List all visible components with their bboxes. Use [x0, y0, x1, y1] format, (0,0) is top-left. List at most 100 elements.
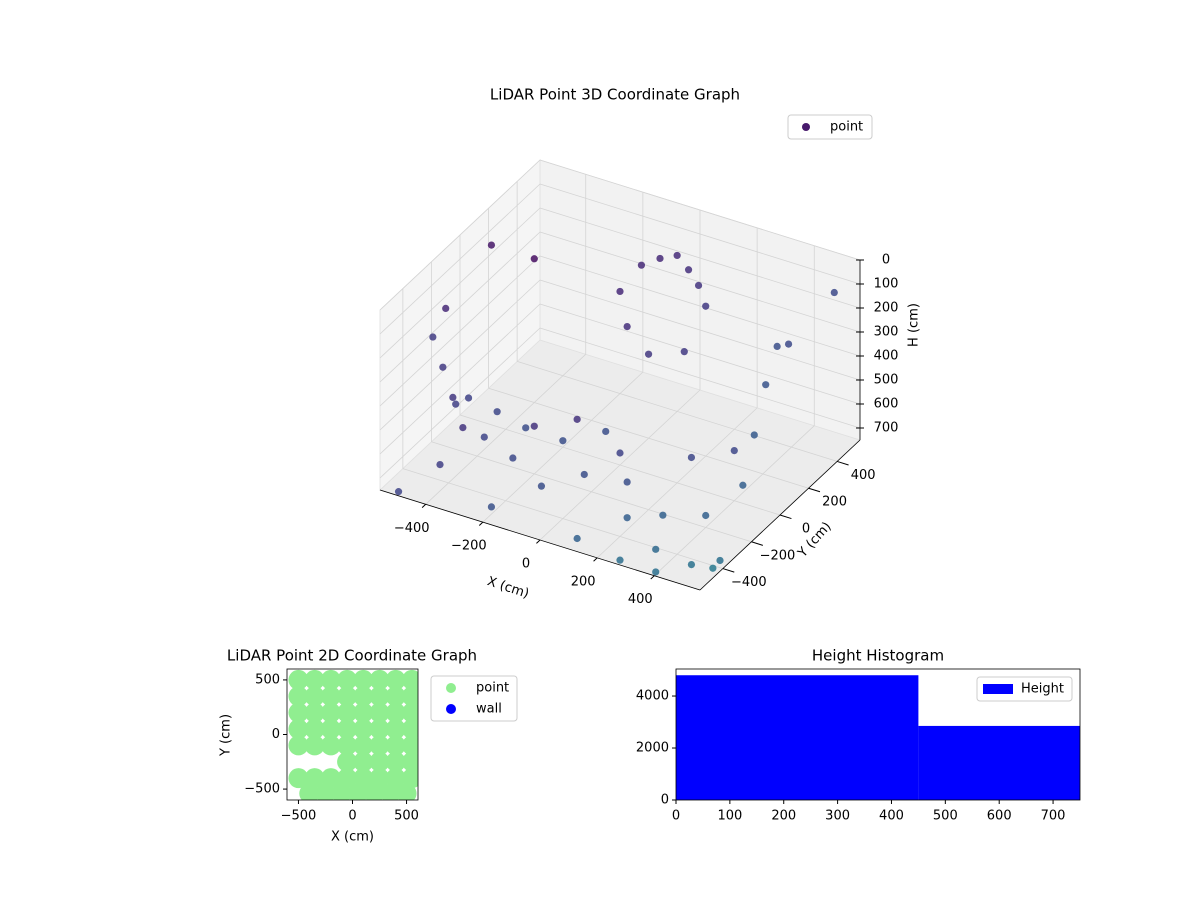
- y-tick-label: 0: [802, 522, 810, 537]
- x-tick-label: −500: [281, 809, 317, 824]
- grid-line: [379, 279, 541, 431]
- data-point: [401, 751, 418, 772]
- y-tick-label: −400: [731, 575, 767, 590]
- data-point: [449, 393, 457, 402]
- data-point: [369, 702, 390, 723]
- x-tick-label: 0: [522, 557, 530, 572]
- z-tick-label: 600: [874, 397, 899, 412]
- legend-label: Height: [1021, 682, 1064, 697]
- x-tick-label: 700: [1041, 809, 1066, 824]
- data-point: [464, 394, 473, 402]
- x-axis-label: X (cm): [331, 830, 374, 845]
- grid-line: [488, 387, 809, 489]
- data-point: [353, 719, 374, 740]
- grid-line: [517, 361, 838, 462]
- axes-frame: [675, 668, 1081, 801]
- grid-line: [379, 207, 541, 359]
- data-point: [320, 686, 341, 707]
- data-point: [773, 342, 781, 350]
- data-point: [623, 322, 631, 331]
- data-point: [304, 686, 325, 707]
- data-point: [439, 363, 447, 371]
- data-point: [369, 768, 390, 789]
- data-point: [644, 350, 653, 358]
- data-point: [680, 348, 688, 356]
- data-point: [320, 669, 341, 690]
- grid-line: [379, 159, 541, 311]
- data-point: [401, 669, 418, 690]
- data-point: [684, 266, 693, 274]
- y-tick-label: 500: [255, 672, 280, 687]
- data-point: [320, 735, 341, 756]
- data-point: [401, 768, 418, 789]
- x-tick-label: 200: [571, 574, 596, 589]
- data-point: [299, 783, 320, 800]
- data-point: [459, 424, 467, 432]
- y-tick-label: −500: [244, 782, 280, 797]
- data-point: [369, 669, 390, 690]
- tick-mark: [836, 460, 849, 466]
- grid-line: [459, 414, 781, 516]
- x-tick-label: 500: [933, 809, 958, 824]
- data-point: [716, 556, 724, 565]
- data-point: [694, 281, 703, 290]
- data-point: [320, 719, 341, 740]
- data-point: [337, 702, 358, 723]
- data-point: [385, 735, 406, 756]
- data-point: [429, 333, 437, 341]
- tick-mark: [722, 568, 735, 573]
- data-point: [480, 433, 488, 441]
- data-point: [304, 719, 325, 740]
- x-tick-label: −200: [451, 539, 487, 554]
- tick-mark: [779, 514, 792, 520]
- data-point: [369, 735, 390, 756]
- data-point: [385, 768, 406, 789]
- data-point: [315, 783, 336, 800]
- tick-mark: [808, 487, 821, 493]
- z-tick-label: 300: [874, 325, 899, 340]
- y-axis-label: Y (cm): [219, 714, 234, 757]
- data-point: [304, 768, 325, 789]
- data-point: [580, 470, 588, 479]
- y-tick-label: 4000: [636, 689, 669, 704]
- data-point: [401, 719, 418, 740]
- data-point: [709, 564, 717, 572]
- y-tick-label: 2000: [636, 741, 669, 756]
- grid-line: [379, 303, 541, 455]
- data-point: [320, 702, 341, 723]
- data-point: [616, 556, 624, 564]
- data-point: [320, 768, 341, 789]
- data-point: [337, 719, 358, 740]
- data-point: [436, 461, 444, 469]
- data-point: [401, 702, 418, 723]
- data-point: [739, 481, 747, 489]
- grid-line: [539, 207, 861, 309]
- data-point: [385, 669, 406, 690]
- z-tick-label: 200: [874, 301, 899, 316]
- data-point: [337, 669, 358, 690]
- y-axis-line: [699, 439, 861, 591]
- legend-marker: [983, 684, 1013, 694]
- data-point: [369, 751, 390, 772]
- legend-marker: [446, 683, 456, 693]
- x-tick-label: 400: [879, 809, 904, 824]
- data-point: [602, 427, 610, 436]
- z-tick-label: 500: [874, 373, 899, 388]
- grid-line: [539, 255, 861, 357]
- z-tick-label: 100: [874, 277, 899, 292]
- bar: [918, 725, 1080, 800]
- legend-box: [976, 676, 1073, 702]
- data-point: [337, 751, 358, 772]
- data-point: [385, 686, 406, 707]
- data-point: [702, 511, 710, 520]
- data-point: [385, 751, 406, 772]
- grid-line: [539, 231, 861, 333]
- data-point: [380, 783, 401, 800]
- z-tick-label: 400: [874, 349, 899, 364]
- z-tick-label: 700: [874, 421, 899, 436]
- data-point: [337, 686, 358, 707]
- data-point: [537, 482, 546, 490]
- tick-mark: [751, 541, 764, 546]
- x-axis-line: [379, 489, 701, 591]
